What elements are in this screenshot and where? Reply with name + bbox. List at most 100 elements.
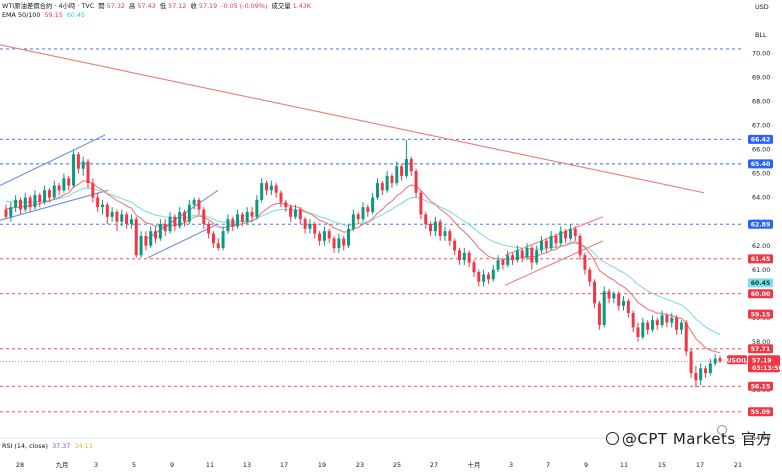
price-level-value: 66.42	[751, 137, 771, 144]
candle-body	[718, 358, 722, 362]
candle	[265, 180, 269, 196]
symbol-tag-bg	[727, 355, 747, 365]
candle	[540, 236, 543, 253]
candle-body	[429, 223, 433, 232]
candle	[385, 171, 389, 193]
candle-body	[231, 219, 235, 227]
price-axis-panel[interactable]	[744, 0, 782, 473]
candle-body	[187, 204, 191, 222]
candle	[617, 291, 621, 311]
candle-body	[33, 195, 37, 208]
candle-body	[588, 269, 592, 282]
ema-label: EMA 50/100	[2, 11, 41, 19]
candle	[293, 204, 297, 220]
candle	[322, 226, 326, 246]
downtrend-line[interactable]	[0, 44, 705, 194]
candle-body	[318, 233, 322, 241]
candle-body	[298, 209, 302, 220]
candle	[318, 231, 322, 246]
rsi-legend[interactable]: RSI (14, close) 37.37 34.13	[2, 442, 95, 450]
candle	[549, 231, 553, 251]
candle-body	[313, 223, 317, 234]
candle-body	[511, 255, 515, 261]
candle	[236, 209, 240, 229]
candle-body	[462, 252, 466, 261]
candle	[622, 296, 626, 311]
candle-body	[255, 199, 259, 217]
candle	[496, 255, 500, 273]
candle-body	[337, 238, 341, 249]
watermark-logo-icon	[605, 432, 619, 445]
candle-body	[226, 219, 230, 232]
low-value: 57.12	[168, 2, 187, 10]
symbol-tag-text: USOIL	[727, 357, 748, 364]
rsi-label: RSI (14, close)	[2, 442, 49, 450]
price-level-tag: 60.00	[748, 289, 773, 299]
candle-body	[549, 236, 553, 249]
candle-body	[4, 209, 8, 217]
candle	[525, 243, 529, 261]
candle-body	[646, 322, 650, 330]
candle	[43, 185, 47, 205]
candle-body	[400, 166, 404, 176]
x-tick-label: 九月	[56, 460, 69, 469]
candle	[250, 207, 254, 222]
bear-channel-lower-line[interactable]	[504, 240, 604, 286]
candle	[168, 211, 172, 234]
volume-label: 成交量	[271, 2, 291, 10]
candle	[207, 221, 211, 239]
candle-body	[433, 221, 437, 232]
candle-body	[293, 209, 297, 217]
candle-body	[486, 274, 490, 280]
wedge-lower-line[interactable]	[147, 223, 219, 259]
change-value: -0.05 (-0.09%)	[221, 2, 268, 10]
candle-body	[564, 231, 568, 239]
price-level-tag: 66.42	[748, 134, 773, 144]
ema-legend[interactable]: EMA 50/100 59.15 60.45	[2, 11, 87, 19]
high-label: 高	[129, 2, 136, 10]
symbol-title[interactable]: WTI原油差價合約 · 4小時 · TVC	[2, 2, 95, 10]
bear-channel-upper-line[interactable]	[504, 216, 604, 256]
candle	[96, 192, 100, 212]
candle	[453, 238, 457, 256]
candle	[337, 233, 341, 253]
candle	[298, 207, 302, 224]
candle	[33, 190, 37, 210]
candle	[400, 163, 404, 181]
candle-body	[380, 183, 384, 191]
x-tick-label: 11	[620, 461, 628, 469]
candle	[607, 288, 611, 304]
candle-body	[699, 368, 703, 381]
time-axis[interactable]	[0, 456, 744, 473]
unit-label: BLL	[755, 31, 767, 39]
channel-lower-line[interactable]	[0, 189, 109, 221]
candle	[154, 226, 158, 244]
candle-body	[704, 368, 708, 374]
candle-body	[211, 233, 215, 244]
candle-body	[67, 178, 71, 186]
candle-body	[28, 197, 32, 208]
candle	[660, 310, 664, 328]
candle	[713, 353, 717, 366]
candle-body	[342, 238, 346, 246]
candle-body	[650, 320, 654, 330]
candle	[269, 180, 273, 196]
candle-body	[115, 211, 119, 222]
price-level-tag-bg	[748, 344, 773, 354]
candle	[573, 226, 577, 241]
price-level-tag: 65.40	[748, 159, 773, 169]
channel-upper-line[interactable]	[0, 134, 106, 187]
candle-body	[708, 363, 712, 374]
price-level-tag: 56.15	[748, 381, 773, 391]
candle	[433, 216, 437, 237]
candle	[279, 190, 283, 208]
event-marker-icon[interactable]	[717, 425, 727, 435]
candle	[501, 257, 505, 270]
y-tick-label: 66.00	[752, 146, 770, 154]
candle-body	[713, 358, 717, 364]
bar-countdown: 03:13:50	[752, 365, 782, 372]
candle	[404, 139, 408, 179]
x-tick-label: 15	[658, 461, 666, 469]
